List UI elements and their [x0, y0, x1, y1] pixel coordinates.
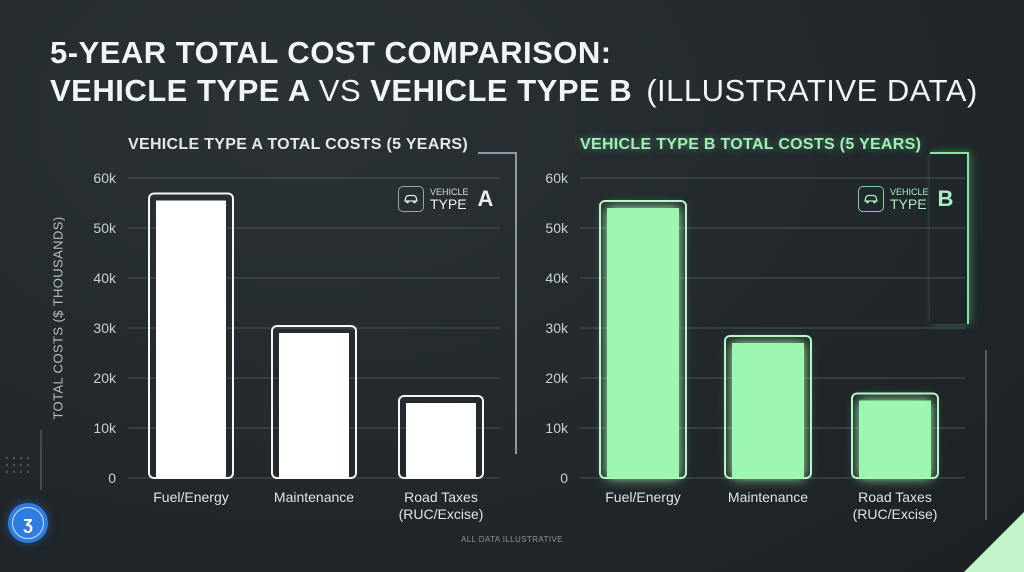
page-title: 5-YEAR TOTAL COST COMPARISON: VEHICLE TY…: [50, 34, 978, 110]
badge-b-letter: B: [937, 186, 954, 211]
title-vs: VS: [318, 73, 362, 108]
x-category-label-b: Maintenance: [728, 489, 808, 505]
y-tick-label-b: 60k: [545, 170, 569, 186]
x-category-label-b: Road Taxes: [858, 489, 932, 505]
bar-b: [732, 343, 804, 478]
y-tick-label-b: 50k: [545, 220, 569, 236]
car-icon: [398, 186, 424, 212]
y-tick-label-b: 40k: [545, 270, 569, 286]
x-category-label-a: Fuel/Energy: [153, 489, 228, 505]
chart-a-title: VEHICLE TYPE A TOTAL COSTS (5 YEARS): [128, 136, 469, 153]
badge-a-small: VEHICLE: [430, 186, 469, 197]
corner-accent: [964, 512, 1024, 572]
title-note: (ILLUSTRATIVE DATA): [646, 73, 978, 108]
chart-b-title: VEHICLE TYPE B TOTAL COSTS (5 YEARS): [580, 136, 922, 153]
y-tick-label-a: 10k: [93, 420, 117, 436]
badge-a-letter: A: [477, 186, 494, 211]
badge-b-small: VEHICLE: [890, 186, 929, 197]
x-category-label-b: Fuel/Energy: [605, 489, 680, 505]
bar-a: [156, 200, 226, 478]
chart-b-frame-lower: [985, 350, 987, 520]
x-category-label-b: (RUC/Excise): [853, 506, 938, 522]
footnote: ALL DATA ILLUSTRATIVE: [461, 535, 563, 544]
x-category-label-a: (RUC/Excise): [399, 506, 484, 522]
y-tick-label-a: 0: [108, 470, 116, 486]
vehicle-b-badge: VEHICLE TYPE B: [858, 186, 953, 212]
y-tick-label-a: 50k: [93, 220, 117, 236]
brand-logo: ʒ: [8, 503, 48, 543]
badge-a-big: TYPE: [430, 195, 467, 212]
y-tick-label-b: 30k: [545, 320, 569, 336]
title-vehicle-a: VEHICLE TYPE A: [50, 73, 310, 108]
x-category-label-a: Maintenance: [274, 489, 354, 505]
y-tick-label-b: 0: [560, 470, 568, 486]
chart-a-frame-left: [40, 430, 42, 490]
car-icon: [858, 186, 884, 212]
title-line-1: 5-YEAR TOTAL COST COMPARISON:: [50, 35, 612, 70]
y-tick-label-a: 40k: [93, 270, 117, 286]
bar-b: [607, 208, 679, 478]
x-category-label-a: Road Taxes: [404, 489, 478, 505]
bar-a: [406, 403, 476, 478]
badge-b-big: TYPE: [890, 195, 927, 212]
decorative-dots: [5, 456, 30, 474]
y-tick-label-a: 30k: [93, 320, 117, 336]
title-vehicle-b: VEHICLE TYPE B: [370, 73, 633, 108]
y-tick-label-a: 20k: [93, 370, 117, 386]
y-tick-label-b: 10k: [545, 420, 569, 436]
chart-a-frame: [478, 152, 517, 454]
bar-a: [279, 333, 349, 478]
y-tick-label-b: 20k: [545, 370, 569, 386]
chart-b-frame: [930, 152, 969, 324]
bar-b: [859, 400, 931, 478]
title-line-2: VEHICLE TYPE A VS VEHICLE TYPE B (ILLUSTR…: [50, 72, 978, 110]
y-tick-label-a: 60k: [93, 170, 117, 186]
logo-mark-icon: ʒ: [12, 507, 44, 539]
vehicle-a-badge: VEHICLE TYPE A: [398, 186, 493, 212]
